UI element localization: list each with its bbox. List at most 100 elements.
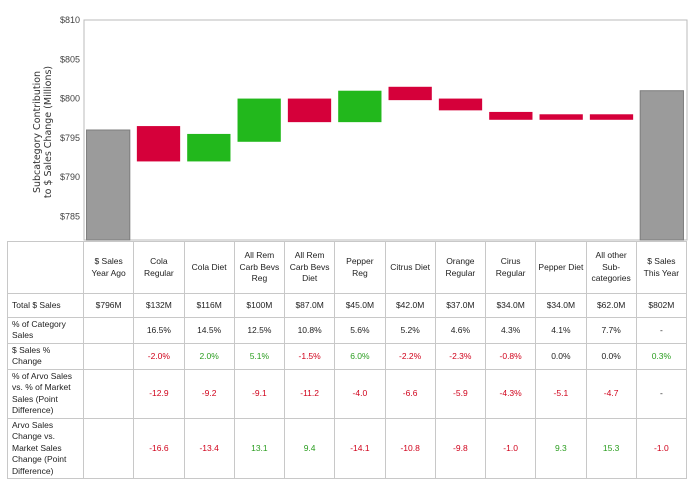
table-cell: [82, 317, 135, 344]
column-header: All other Sub-categories: [585, 241, 637, 294]
column-header: Pepper Diet: [535, 241, 587, 294]
table-cell: -5.1: [535, 368, 587, 419]
plot-frame: [83, 19, 688, 241]
table-cell: 12.5%: [233, 317, 286, 344]
column-header: Cola Diet: [183, 241, 235, 294]
waterfall-bar: [539, 114, 583, 120]
table-cell: -5.9: [434, 368, 487, 419]
waterfall-bar: [338, 90, 382, 123]
table-cell: -13.4: [183, 417, 235, 479]
y-tick-label: $805: [60, 54, 80, 64]
table-cell: -9.2: [183, 368, 235, 419]
waterfall-bar: [237, 98, 281, 142]
column-header: $ Sales Year Ago: [82, 241, 135, 294]
table-cell: 2.0%: [183, 342, 235, 370]
bars: [86, 86, 684, 241]
column-header: $ Sales This Year: [635, 241, 688, 294]
y-tick-label: $790: [60, 172, 80, 182]
table-cell: -9.8: [434, 417, 487, 479]
table-cell: [82, 342, 135, 370]
table-cell: $116M: [183, 293, 235, 318]
column-header: Orange Regular: [434, 241, 487, 294]
table-cell: 15.3: [585, 417, 637, 479]
waterfall-bar: [589, 114, 634, 120]
table-cell: -1.5%: [283, 342, 336, 370]
waterfall-bar: [489, 111, 533, 120]
waterfall-bar: [136, 126, 181, 162]
table-cell: -4.3%: [484, 368, 537, 419]
table-cell: 9.3: [535, 417, 587, 479]
table-cell: -9.1: [233, 368, 286, 419]
table-cell: $132M: [133, 293, 185, 318]
table-cell: -2.3%: [434, 342, 487, 370]
table-cell: 4.3%: [484, 317, 537, 344]
table-cell: [82, 368, 135, 419]
y-axis-ticks: $785 $790 $795 $800 $805 $810: [60, 15, 80, 221]
table-cell: 0.3%: [635, 342, 688, 370]
table-cell: $37.0M: [434, 293, 487, 318]
table-cell: 4.6%: [434, 317, 487, 344]
table-row: Arvo Sales Change vs. Market Sales Chang…: [7, 417, 688, 479]
row-header: % of Arvo Sales vs. % of Market Sales (P…: [7, 368, 84, 419]
table-cell: $87.0M: [283, 293, 336, 318]
waterfall-bar: [187, 133, 231, 162]
table-row: $ Sales % Change -2.0% 2.0% 5.1% -1.5% 6.0% -2…: [7, 342, 688, 370]
row-header: Total $ Sales: [7, 293, 84, 318]
y-tick-label: $785: [60, 211, 80, 221]
column-header: All Rem Carb Bevs Diet: [283, 241, 336, 294]
table-cell: -6.6: [384, 368, 436, 419]
table-cell: -: [635, 317, 688, 344]
table-cell: $62.0M: [585, 293, 637, 318]
table-cell: -2.2%: [384, 342, 436, 370]
table-row: Total $ Sales $796M $132M $116M $100M $87.0M $…: [7, 293, 688, 318]
table-cell: 0.0%: [535, 342, 587, 370]
table-corner-cell: [7, 241, 84, 294]
table-cell: $34.0M: [535, 293, 587, 318]
waterfall-bar: [287, 98, 332, 123]
table-cell: 5.2%: [384, 317, 436, 344]
table-cell: $34.0M: [484, 293, 537, 318]
table-cell: 7.7%: [585, 317, 637, 344]
waterfall-bar: [388, 86, 432, 101]
column-header: Citrus Diet: [384, 241, 436, 294]
y-tick-label: $795: [60, 133, 80, 143]
column-header: Pepper Reg: [334, 241, 386, 294]
table-row: % of Arvo Sales vs. % of Market Sales (P…: [7, 368, 688, 419]
column-header: All Rem Carb Bevs Reg: [233, 241, 286, 294]
table-cell: 6.0%: [334, 342, 386, 370]
table-cell: 9.4: [283, 417, 336, 479]
table-cell: 0.0%: [585, 342, 637, 370]
table-cell: $45.0M: [334, 293, 386, 318]
table-cell: -11.2: [283, 368, 336, 419]
table-cell: -14.1: [334, 417, 386, 479]
y-axis-label-line: Subcategory Contribution: [32, 71, 43, 193]
table-cell: -10.8: [384, 417, 436, 479]
table-cell: 4.1%: [535, 317, 587, 344]
table-cell: $796M: [82, 293, 135, 318]
y-tick-label: $800: [60, 94, 80, 104]
table-cell: 13.1: [233, 417, 286, 479]
table-cell: 5.6%: [334, 317, 386, 344]
y-tick-label: $810: [60, 15, 80, 25]
column-header: Cola Regular: [133, 241, 185, 294]
table-cell: -4.0: [334, 368, 386, 419]
table-cell: -4.7: [585, 368, 637, 419]
column-header: Cirus Regular: [484, 241, 537, 294]
table-cell: 16.5%: [133, 317, 185, 344]
table-cell: $42.0M: [384, 293, 436, 318]
table-cell: $802M: [635, 293, 688, 318]
table-cell: -0.8%: [484, 342, 537, 370]
row-header: Arvo Sales Change vs. Market Sales Chang…: [7, 417, 84, 479]
waterfall-bar: [86, 129, 131, 241]
y-axis-label-line: to $ Sales Change (Millions): [43, 66, 54, 198]
table-cell: -1.0: [635, 417, 688, 479]
table-cell: -12.9: [133, 368, 185, 419]
waterfall-chart: Subcategory Contribution to $ Sales Chang…: [32, 15, 688, 241]
table-cell: -: [635, 368, 688, 419]
table-cell: 14.5%: [183, 317, 235, 344]
row-header: $ Sales % Change: [7, 342, 84, 370]
y-axis-label: Subcategory Contribution to $ Sales Chang…: [32, 66, 54, 198]
waterfall-bar: [639, 90, 684, 241]
data-table: $ Sales Year Ago Cola Regular Cola Diet All…: [7, 241, 688, 479]
table-cell: 10.8%: [283, 317, 336, 344]
